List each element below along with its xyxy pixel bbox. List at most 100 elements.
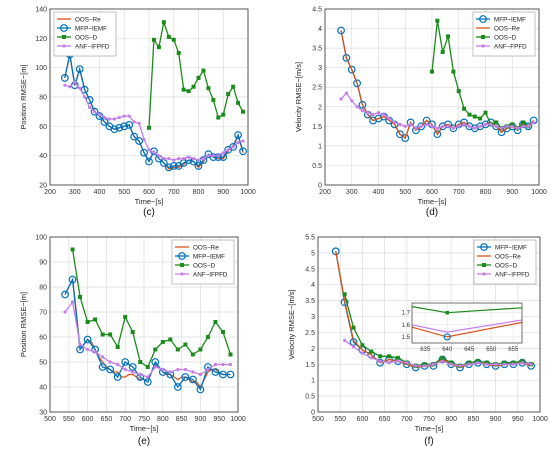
plot-frame <box>324 8 540 186</box>
marker-dot <box>360 351 364 355</box>
x-tick-label: 800 <box>193 189 205 196</box>
marker-square <box>395 355 400 360</box>
marker-dot <box>228 362 233 367</box>
series-anf-ifpfd <box>63 300 233 379</box>
marker-dot <box>505 124 509 128</box>
y-tick-label: 40 <box>39 153 47 160</box>
series-line <box>344 339 532 367</box>
series-line <box>343 294 532 367</box>
marker-circle <box>479 15 487 23</box>
marker-dot <box>369 356 373 360</box>
marker-dot <box>172 158 176 162</box>
marker-square <box>108 332 113 337</box>
inset: 635 640 645 650 655 1.5 1.6 1.7 <box>402 302 523 353</box>
marker-dot <box>532 120 536 125</box>
marker-square <box>138 360 143 364</box>
x-tick-label: 500 <box>399 189 411 196</box>
inset-frame <box>411 302 523 344</box>
x-tick-label: 700 <box>168 189 180 196</box>
marker-circle <box>188 375 197 384</box>
marker-circle <box>229 142 238 151</box>
marker-square <box>166 34 171 39</box>
marker-dot <box>376 111 381 115</box>
marker-dot <box>191 157 196 161</box>
chart-panel-2: 500 550 600 650 700 750 800 850 900 950 1000 30 40 50… <box>19 235 246 448</box>
marker-dot <box>157 154 161 158</box>
marker-square <box>130 330 135 334</box>
x-tick-label: 500 <box>118 189 130 196</box>
y-tick-label: 100 <box>35 235 47 242</box>
y-tick-label: 140 <box>35 7 47 14</box>
x-axis-label: Time−[s] <box>418 197 447 206</box>
marker-dot <box>458 364 462 368</box>
x-tick-label: 1000 <box>230 416 246 423</box>
marker-circle <box>75 65 84 74</box>
marker-dot <box>430 124 434 128</box>
marker-circle <box>110 125 119 134</box>
marker-dot <box>78 342 82 347</box>
marker-dot <box>162 157 166 161</box>
marker-square <box>462 106 467 111</box>
chart-panel-0: 200 300 400 500 600 700 800 900 1000 20 40 60 80 100 1… <box>19 7 256 219</box>
marker-square <box>236 100 241 105</box>
plot-frame <box>317 236 541 413</box>
marker-square <box>183 342 188 347</box>
x-tick-label: 950 <box>213 416 225 423</box>
marker-dot <box>360 109 365 113</box>
x-tick-label: 800 <box>445 416 457 423</box>
marker-circle <box>60 74 69 82</box>
inset-y-tick-label: 1.6 <box>402 323 411 329</box>
series-anf-ifpfd <box>343 338 533 368</box>
marker-square <box>241 109 246 114</box>
marker-dot <box>481 44 485 48</box>
marker-dot <box>371 113 375 117</box>
legend-label: OOS−Re <box>193 244 219 251</box>
marker-dot <box>502 362 507 366</box>
marker-square <box>483 110 488 115</box>
inset-x-tick-label: 645 <box>464 347 475 353</box>
marker-square <box>494 120 499 125</box>
marker-dot <box>396 359 400 363</box>
marker-dot <box>206 154 210 158</box>
x-tick-label: 550 <box>334 416 346 423</box>
y-tick-label: 90 <box>39 260 47 267</box>
marker-dot <box>440 359 444 363</box>
marker-dot <box>398 122 402 126</box>
marker-dot <box>339 97 343 101</box>
marker-dot <box>146 375 150 379</box>
y-tick-label: 2.5 <box>305 330 315 337</box>
marker-circle <box>358 100 367 109</box>
marker-square <box>100 332 105 337</box>
marker-dot <box>137 121 141 125</box>
marker-dot <box>457 124 461 128</box>
marker-dot <box>127 114 131 118</box>
marker-dot <box>414 364 418 368</box>
series-line <box>148 19 244 128</box>
marker-dot <box>138 372 142 377</box>
marker-square <box>478 116 483 121</box>
legend-label: MFP−IEMF <box>75 25 107 32</box>
plot-frame <box>49 8 249 186</box>
marker-dot <box>236 140 240 145</box>
marker-dot <box>510 124 514 128</box>
marker-circle <box>219 370 227 379</box>
marker-circle <box>470 124 479 133</box>
marker-dot <box>102 115 107 120</box>
marker-circle <box>128 363 137 371</box>
marker-square <box>378 354 383 359</box>
marker-dot <box>425 122 429 126</box>
legend: OOS−Re MFP−IEMF OOS−D ANF−IFPFD <box>53 11 117 57</box>
marker-dot <box>231 145 235 149</box>
marker-dot <box>101 355 105 359</box>
marker-circle <box>480 243 488 251</box>
marker-square <box>206 86 211 91</box>
marker-dot <box>431 362 436 366</box>
marker-dot <box>92 110 97 114</box>
marker-dot <box>167 157 171 161</box>
marker-dot <box>206 367 210 372</box>
marker-square <box>123 315 128 319</box>
x-tick-label: 600 <box>143 189 155 196</box>
marker-square <box>351 325 356 330</box>
marker-dot <box>78 86 82 90</box>
